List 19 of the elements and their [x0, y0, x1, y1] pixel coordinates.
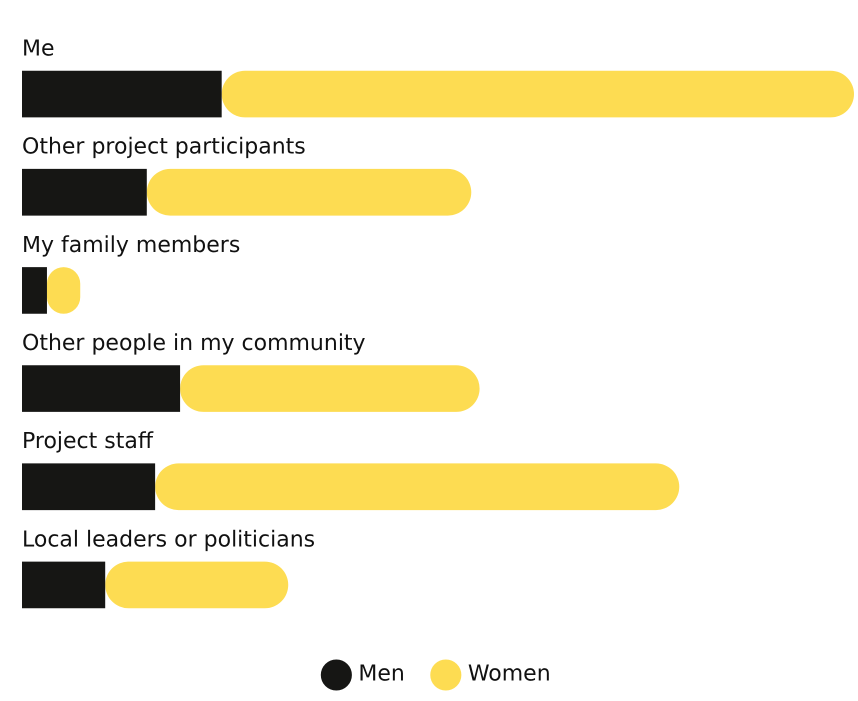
- bar: [180, 365, 480, 412]
- bar: [22, 365, 180, 412]
- y-tick-label: Local leaders or politicians: [22, 527, 316, 552]
- bar: [146, 168, 472, 216]
- bar: [155, 463, 680, 510]
- bar: [105, 562, 288, 608]
- y-tick-label: Other project participants: [22, 134, 306, 160]
- bar: [22, 70, 222, 118]
- y-tick-label: Me: [22, 36, 55, 62]
- legend-label: Women: [468, 662, 551, 687]
- bar: [22, 267, 47, 314]
- legend-label: Men: [358, 662, 405, 687]
- bar: [22, 562, 106, 608]
- y-tick-label: Project staff: [22, 429, 154, 454]
- y-tick-label: My family members: [22, 232, 240, 258]
- bar: [222, 70, 854, 118]
- bar: [22, 168, 147, 216]
- y-tick-label: Other people in my community: [22, 330, 366, 356]
- bar: [22, 463, 156, 510]
